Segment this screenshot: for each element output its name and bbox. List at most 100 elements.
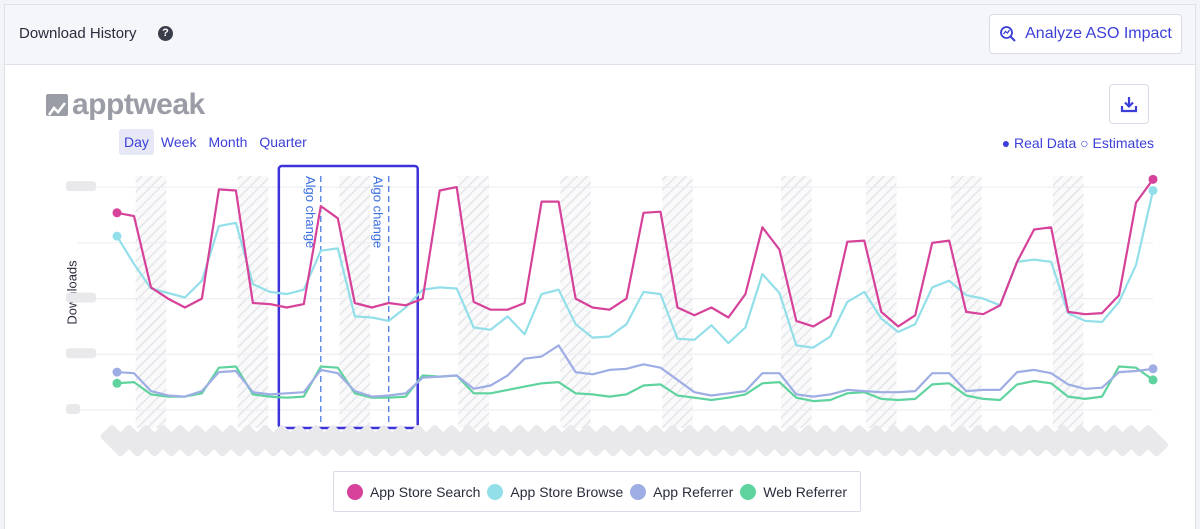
apptweak-logo: apptweak xyxy=(46,88,205,122)
x-tick-label-blurred xyxy=(762,424,795,457)
legend-label: App Referrer xyxy=(653,483,734,500)
annotation-label: Algo change xyxy=(371,176,386,248)
x-tick-label-blurred xyxy=(202,424,234,457)
x-tick-label-blurred xyxy=(983,424,1016,457)
x-tick-label-blurred xyxy=(457,424,489,457)
x-tick-label-blurred xyxy=(1017,424,1050,457)
legend-label: App Store Search xyxy=(369,483,481,500)
x-tick-label-blurred xyxy=(661,424,693,457)
series-line xyxy=(116,178,1154,328)
x-tick-label-blurred xyxy=(440,424,472,457)
period-month[interactable]: Month xyxy=(208,134,248,150)
period-quarter[interactable]: Quarter xyxy=(259,134,307,150)
x-tick-label-blurred xyxy=(474,424,506,457)
estimates-label[interactable]: ○ Estimates xyxy=(1080,135,1154,151)
question-circle-icon[interactable]: ? xyxy=(158,26,173,41)
x-tick-label-blurred xyxy=(864,424,897,457)
x-tick-label-blurred xyxy=(1085,424,1118,457)
x-tick-label-blurred xyxy=(610,424,642,457)
x-tick-label-blurred xyxy=(508,424,540,457)
x-tick-label-blurred xyxy=(304,424,336,457)
analyze-aso-impact-button[interactable]: Analyze ASO Impact xyxy=(989,14,1182,54)
weekend-band xyxy=(781,176,812,428)
legend-item-app-store-search[interactable]: App Store Search xyxy=(346,483,481,500)
x-tick-label-blurred xyxy=(779,424,812,457)
legend-item-app-referrer[interactable]: App Referrer xyxy=(630,483,734,500)
x-tick-label-blurred xyxy=(949,424,982,457)
x-tick-label-blurred xyxy=(559,424,591,457)
chart-legend: App Store Search App Store Browse App Re… xyxy=(333,471,861,512)
x-tick-label-blurred xyxy=(644,424,676,457)
apptweak-logo-icon xyxy=(46,94,68,116)
panel-header: Download History ? Analyze ASO Impact xyxy=(5,5,1195,65)
legend-swatch-web-referrer xyxy=(740,483,757,500)
x-tick-label-blurred xyxy=(1034,424,1067,457)
x-tick-label-blurred xyxy=(915,424,948,457)
x-tick-label-blurred xyxy=(491,424,523,457)
x-tick-label-blurred xyxy=(1068,424,1101,457)
logo-text: apptweak xyxy=(72,88,205,121)
x-tick-label-blurred xyxy=(134,424,166,457)
x-tick-label-blurred xyxy=(287,424,319,457)
series-start-dot xyxy=(112,378,122,388)
annotation-label: Algo change xyxy=(303,176,318,248)
series-start-dot xyxy=(112,367,122,377)
x-tick-label-blurred xyxy=(406,424,438,457)
x-tick-label-blurred xyxy=(711,424,744,457)
legend-label: Web Referrer xyxy=(763,483,848,500)
y-tick-label-blurred xyxy=(66,181,96,192)
real-data-label[interactable]: ● Real Data xyxy=(1001,135,1077,151)
x-tick-label-blurred xyxy=(728,424,761,457)
series-line xyxy=(116,190,1155,349)
legend-item-app-store-browse[interactable]: App Store Browse xyxy=(487,483,624,500)
period-week[interactable]: Week xyxy=(160,134,197,150)
x-tick-label-blurred xyxy=(813,424,846,457)
x-tick-label-blurred xyxy=(898,424,931,457)
y-tick-label-blurred xyxy=(66,292,96,303)
x-tick-label-blurred xyxy=(847,424,880,457)
weekend-band xyxy=(950,176,982,428)
x-tick-label-blurred xyxy=(151,424,183,457)
legend-swatch-app-store-search xyxy=(346,483,363,500)
magnifier-chart-icon xyxy=(1000,26,1016,42)
legend-swatch-app-store-browse xyxy=(487,483,504,500)
y-tick-label-blurred xyxy=(66,348,96,359)
y-tick-label-blurred xyxy=(66,404,80,414)
x-tick-label-blurred xyxy=(100,424,133,457)
x-tick-label-blurred xyxy=(355,424,387,457)
download-button[interactable] xyxy=(1109,84,1149,124)
series-end-dot xyxy=(1148,364,1158,374)
series-end-dot xyxy=(1148,185,1158,195)
x-tick-label-blurred xyxy=(542,424,574,457)
analyze-aso-impact-label: Analyze ASO Impact xyxy=(1025,25,1172,42)
x-tick-label-blurred xyxy=(117,424,150,457)
legend-swatch-app-referrer xyxy=(630,483,647,500)
x-tick-label-blurred xyxy=(1119,424,1152,457)
x-tick-label-blurred xyxy=(966,424,999,457)
x-tick-label-blurred xyxy=(168,424,200,457)
series-end-dot xyxy=(1148,375,1158,385)
x-tick-label-blurred xyxy=(1051,424,1084,457)
period-day[interactable]: Day xyxy=(119,129,154,155)
series-line xyxy=(116,365,1154,403)
x-tick-label-blurred xyxy=(1102,424,1135,457)
panel-title: Download History xyxy=(19,25,137,42)
x-tick-label-blurred xyxy=(185,424,217,457)
x-tick-label-blurred xyxy=(593,424,625,457)
x-tick-label-blurred xyxy=(881,424,914,457)
x-tick-label-blurred xyxy=(830,424,863,457)
weekend-band xyxy=(1052,176,1084,428)
x-tick-label-blurred xyxy=(321,424,353,457)
x-tick-label-blurred xyxy=(1136,424,1169,457)
x-tick-label-blurred xyxy=(1000,424,1033,457)
x-tick-label-blurred xyxy=(219,424,251,457)
legend-item-web-referrer[interactable]: Web Referrer xyxy=(740,483,848,500)
x-tick-label-blurred xyxy=(338,424,370,457)
x-tick-label-blurred xyxy=(745,424,778,457)
x-tick-label-blurred xyxy=(627,424,659,457)
series-start-dot xyxy=(112,208,122,218)
legend-label: App Store Browse xyxy=(510,483,624,500)
x-tick-label-blurred xyxy=(253,424,285,457)
x-tick-label-blurred xyxy=(270,424,302,457)
